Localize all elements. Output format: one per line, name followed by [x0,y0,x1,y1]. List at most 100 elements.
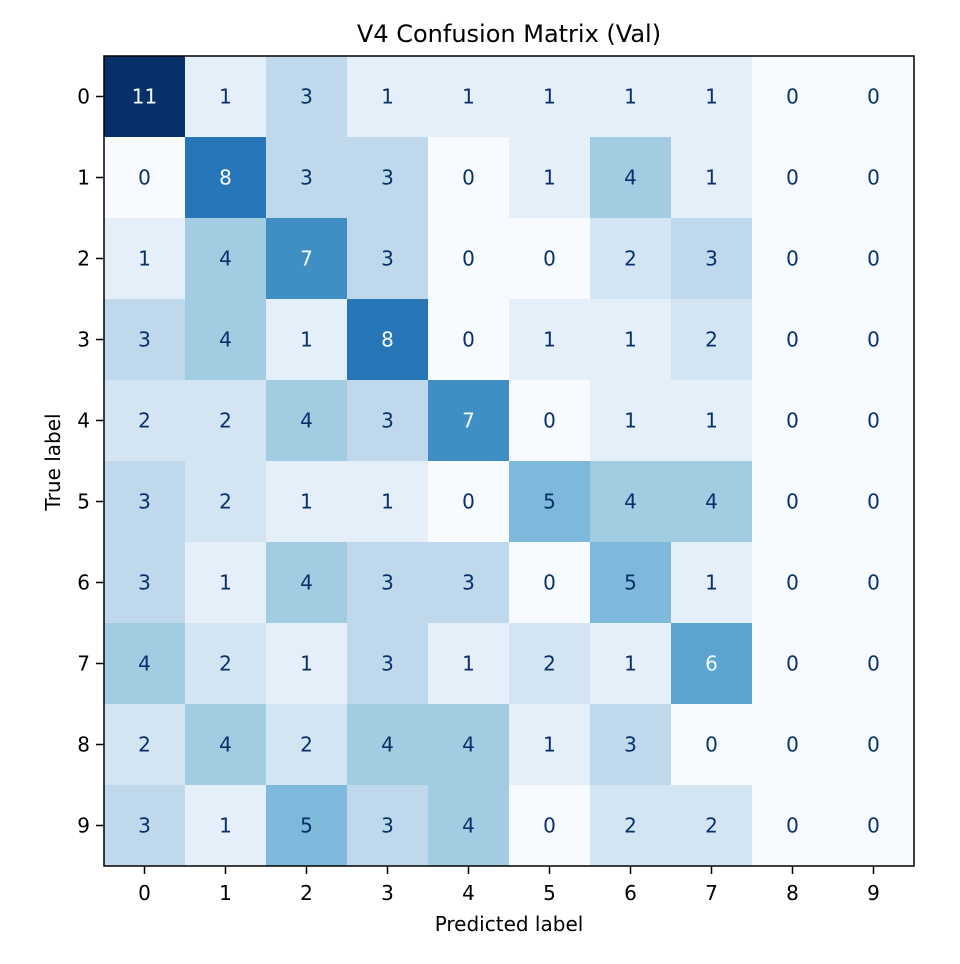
cell-value-label-5-8: 0 [786,490,799,514]
heatmap-cell-2-2 [266,218,348,300]
x-tick-label-8: 8 [786,881,799,905]
cell-value-label-8-8: 0 [786,733,799,757]
heatmap-cell-5-2 [266,461,348,543]
heatmap-cell-6-0 [104,542,186,624]
heatmap-cell-4-6 [590,380,672,462]
cell-value-label-2-6: 2 [624,247,637,271]
heatmap-cell-3-5 [509,299,591,381]
heatmap-cell-3-4 [428,299,510,381]
heatmap-cell-2-7 [671,218,753,300]
heatmap-cell-6-9 [833,542,915,624]
cell-value-label-1-2: 3 [300,166,313,190]
heatmap-cell-7-8 [752,623,834,705]
heatmap-cell-2-4 [428,218,510,300]
cell-value-label-4-7: 1 [705,409,718,433]
cell-value-label-5-5: 5 [543,490,556,514]
cell-value-label-9-6: 2 [624,814,637,838]
plot-frame [103,55,915,867]
heatmap-cell-7-5 [509,623,591,705]
cell-value-label-6-3: 3 [381,571,394,595]
cell-value-label-0-0: 11 [132,85,157,109]
heatmap-cell-7-0 [104,623,186,705]
y-tick-label-7: 7 [77,652,90,676]
cell-value-label-4-8: 0 [786,409,799,433]
heatmap-cell-9-0 [104,785,186,867]
cell-value-label-3-9: 0 [867,328,880,352]
cell-value-label-1-8: 0 [786,166,799,190]
cell-value-label-2-2: 7 [300,247,313,271]
cell-value-label-7-1: 2 [219,652,232,676]
x-tick-label-7: 7 [705,881,718,905]
cell-value-label-0-5: 1 [543,85,556,109]
heatmap-cell-8-2 [266,704,348,786]
heatmap-cell-5-3 [347,461,429,543]
heatmap-cell-4-5 [509,380,591,462]
cell-value-label-9-5: 0 [543,814,556,838]
cell-value-label-7-4: 1 [462,652,475,676]
cell-value-label-2-9: 0 [867,247,880,271]
heatmap-cell-9-9 [833,785,915,867]
heatmap-cell-7-3 [347,623,429,705]
cell-value-label-4-2: 4 [300,409,313,433]
cell-value-label-6-8: 0 [786,571,799,595]
heatmap-cell-9-5 [509,785,591,867]
cell-value-label-4-0: 2 [138,409,151,433]
heatmap-cell-1-6 [590,137,672,219]
cell-value-label-8-2: 2 [300,733,313,757]
y-tick-label-9: 9 [77,814,90,838]
cell-value-label-7-3: 3 [381,652,394,676]
heatmap-cell-3-3 [347,299,429,381]
cell-value-label-7-7: 6 [705,652,718,676]
heatmap-cell-9-1 [185,785,267,867]
heatmap-cell-0-0 [104,56,186,138]
cell-value-label-0-2: 3 [300,85,313,109]
heatmap-cell-8-8 [752,704,834,786]
cell-value-label-9-4: 4 [462,814,475,838]
cell-value-label-4-5: 0 [543,409,556,433]
cell-value-label-8-4: 4 [462,733,475,757]
heatmap-cell-5-6 [590,461,672,543]
heatmap-cell-8-7 [671,704,753,786]
heatmap-cell-1-2 [266,137,348,219]
heatmap-cell-4-9 [833,380,915,462]
heatmap-cell-6-3 [347,542,429,624]
cell-value-label-1-9: 0 [867,166,880,190]
cell-value-label-1-7: 1 [705,166,718,190]
cell-value-label-6-6: 5 [624,571,637,595]
heatmap-cell-3-6 [590,299,672,381]
cell-value-label-8-9: 0 [867,733,880,757]
cell-value-label-3-8: 0 [786,328,799,352]
y-tick-label-4: 4 [77,409,90,433]
y-axis-label: True label [41,413,65,511]
heatmap-cell-8-6 [590,704,672,786]
cell-value-label-3-4: 0 [462,328,475,352]
heatmap-cell-3-2 [266,299,348,381]
cell-value-label-3-1: 4 [219,328,232,352]
heatmap-cell-0-3 [347,56,429,138]
cell-value-label-5-7: 4 [705,490,718,514]
cell-value-label-4-9: 0 [867,409,880,433]
heatmap-cell-6-4 [428,542,510,624]
heatmap-cell-7-2 [266,623,348,705]
heatmap-cell-9-6 [590,785,672,867]
heatmap-cell-0-6 [590,56,672,138]
heatmap-cell-4-0 [104,380,186,462]
cell-value-label-0-8: 0 [786,85,799,109]
heatmap-cell-8-5 [509,704,591,786]
heatmap-cell-0-5 [509,56,591,138]
cell-value-label-8-1: 4 [219,733,232,757]
cell-value-label-3-7: 2 [705,328,718,352]
heatmap-cell-8-0 [104,704,186,786]
cell-value-label-8-3: 4 [381,733,394,757]
cell-value-label-2-0: 1 [138,247,151,271]
cell-value-label-9-2: 5 [300,814,313,838]
heatmap-cell-1-1 [185,137,267,219]
heatmap-cell-8-3 [347,704,429,786]
heatmap-cell-8-9 [833,704,915,786]
y-tick-label-2: 2 [77,247,90,271]
cell-value-label-1-1: 8 [219,166,232,190]
x-tick-label-9: 9 [867,881,880,905]
heatmap-cell-2-8 [752,218,834,300]
cell-value-label-7-0: 4 [138,652,151,676]
